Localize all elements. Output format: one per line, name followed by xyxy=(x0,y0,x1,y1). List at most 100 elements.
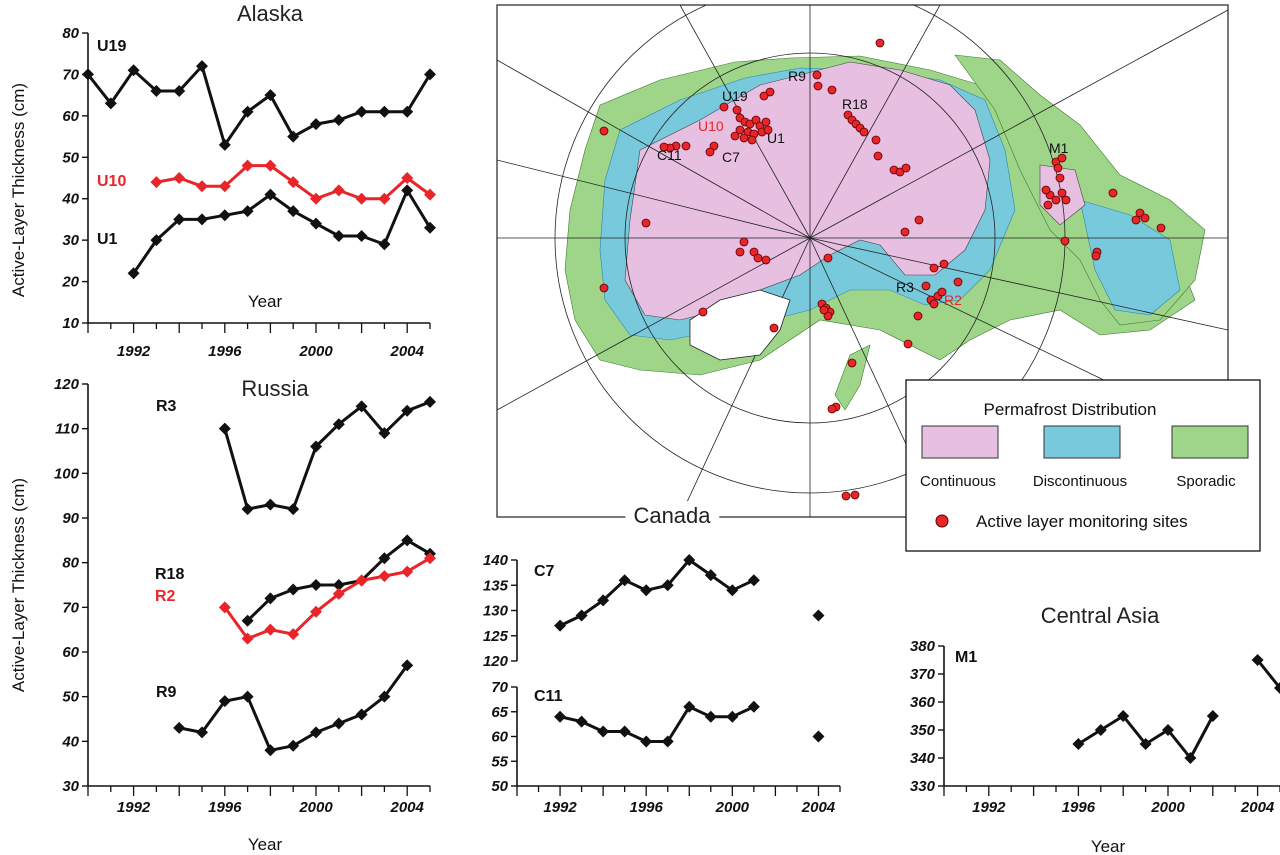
data-point-r2 xyxy=(264,623,277,636)
monitoring-site-dot xyxy=(747,135,757,145)
legend-swatch-continuous xyxy=(921,425,999,459)
monitoring-site-dot xyxy=(1055,173,1065,183)
monitoring-site-dot xyxy=(751,115,761,125)
series-line-m1 xyxy=(1256,659,1280,689)
x-tick-label: 2000 xyxy=(298,799,333,816)
data-point-u19 xyxy=(104,97,117,110)
data-point-r3 xyxy=(355,400,368,413)
map-legend: Permafrost Distribution Continuous Disco… xyxy=(905,379,1261,552)
data-point-r9 xyxy=(218,695,231,708)
y-tick-label: 360 xyxy=(910,694,936,711)
monitoring-site-dot xyxy=(953,277,963,287)
monitoring-site-dot xyxy=(1051,195,1061,205)
series-c7 xyxy=(554,554,825,632)
monitoring-site-dot xyxy=(753,253,763,263)
data-point-c7 xyxy=(726,584,739,597)
series-label-c11: C11 xyxy=(534,688,563,705)
monitoring-site-dot xyxy=(859,127,869,137)
monitoring-site-dot xyxy=(739,133,749,143)
legend-site-marker xyxy=(935,514,949,528)
data-point-u10 xyxy=(378,192,391,205)
y-tick-label: 50 xyxy=(62,149,79,166)
monitoring-site-dot xyxy=(681,141,691,151)
data-point-c11 xyxy=(640,735,653,748)
series-line-r2 xyxy=(223,556,431,641)
monitoring-site-dot xyxy=(759,91,769,101)
map-site-label-u19: U19 xyxy=(722,88,748,104)
y-tick-label: 10 xyxy=(62,315,79,332)
data-point-r18 xyxy=(264,592,277,605)
y-tick-label: 340 xyxy=(910,750,936,767)
monitoring-site-dot xyxy=(659,142,669,152)
data-point-c7 xyxy=(747,574,760,587)
series-r2 xyxy=(218,552,436,645)
chart-panel-3: 50 55 60 65 70 1992 1996 2000 2004 C11 xyxy=(491,679,841,816)
data-point-c7 xyxy=(661,579,674,592)
x-tick-label: 2004 xyxy=(1240,799,1275,816)
monitoring-site-dot xyxy=(1060,236,1070,246)
data-point-u10 xyxy=(241,159,254,172)
permafrost-map: R9 R18 U19 U10 U1 C11 C7 M1 R3 R2 xyxy=(496,4,1229,518)
data-point-r2 xyxy=(241,632,254,645)
data-point-c7 xyxy=(597,594,610,607)
data-point-u10 xyxy=(355,192,368,205)
data-point-c7 xyxy=(575,609,588,622)
data-point-u10 xyxy=(332,184,345,197)
monitoring-site-dot xyxy=(873,151,883,161)
series-r9 xyxy=(173,659,414,757)
y-tick-label: 80 xyxy=(62,555,79,572)
map-site-labels: R9 R18 U19 U10 U1 C11 C7 M1 R3 R2 xyxy=(657,68,1069,308)
chart-title: Russia xyxy=(241,376,309,401)
x-tick-label: 2000 xyxy=(1150,799,1185,816)
data-point-u10 xyxy=(173,172,186,184)
data-point-r9 xyxy=(241,690,254,703)
monitoring-site-dot xyxy=(1053,163,1063,173)
data-point-r3 xyxy=(424,395,436,408)
series-u19 xyxy=(82,60,436,151)
data-point-r9 xyxy=(355,708,368,721)
monitoring-site-dot xyxy=(763,125,773,135)
data-point-r18 xyxy=(241,614,254,627)
map-site-label-u1: U1 xyxy=(767,130,785,146)
y-tick-label: 30 xyxy=(62,778,79,795)
y-tick-label: 40 xyxy=(61,191,79,208)
data-point-m1 xyxy=(1251,654,1264,666)
data-point-r9 xyxy=(310,726,322,739)
monitoring-site-dot xyxy=(1131,215,1141,225)
data-point-r2 xyxy=(287,628,300,641)
data-point-m1 xyxy=(1094,724,1107,736)
monitoring-site-dot xyxy=(841,491,851,501)
chart-panel-0: 10 20 30 40 50 60 70 80 1992 1996 2000 2004 Alaska Ye… xyxy=(9,1,436,360)
map-site-label-r2: R2 xyxy=(944,292,962,308)
data-point-u1 xyxy=(332,230,345,242)
data-point-u1 xyxy=(127,267,140,280)
data-point-r2 xyxy=(332,587,345,600)
data-point-r3 xyxy=(378,427,391,440)
y-tick-label: 100 xyxy=(54,465,80,482)
data-point-u19 xyxy=(424,68,436,81)
data-point-r9 xyxy=(264,744,277,757)
monitoring-site-dot xyxy=(1057,188,1067,198)
series-r18 xyxy=(241,534,436,627)
data-point-r9 xyxy=(287,739,300,752)
data-point-r18 xyxy=(332,579,345,591)
y-tick-label: 350 xyxy=(910,722,936,739)
monitoring-site-dot xyxy=(739,237,749,247)
x-axis-title: Year xyxy=(248,835,283,854)
data-point-u19 xyxy=(264,89,277,102)
series-label-r2: R2 xyxy=(155,588,176,605)
monitoring-site-dot xyxy=(735,247,745,257)
monitoring-site-dot xyxy=(827,404,837,414)
data-point-c11 xyxy=(726,710,739,723)
monitoring-site-dot xyxy=(914,215,924,225)
data-point-r9 xyxy=(196,726,208,739)
y-tick-label: 370 xyxy=(910,666,936,683)
y-tick-label: 70 xyxy=(62,599,79,616)
data-point-u19 xyxy=(127,64,140,77)
y-tick-label: 330 xyxy=(910,778,936,795)
data-point-m1 xyxy=(1117,710,1130,722)
series-line-c11 xyxy=(559,705,755,743)
monitoring-site-dot xyxy=(1108,188,1118,198)
data-point-r2 xyxy=(424,552,436,565)
y-tick-label: 80 xyxy=(62,25,79,42)
